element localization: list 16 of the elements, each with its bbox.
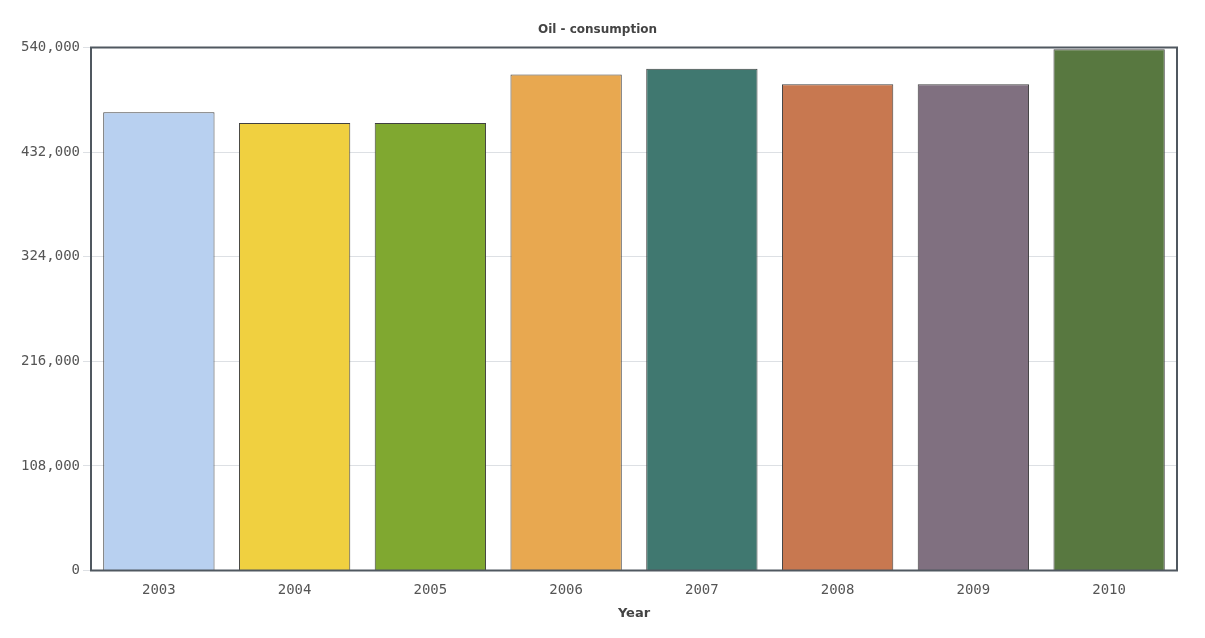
x-axis-title: Year <box>616 604 651 620</box>
x-tick-label: 2007 <box>685 580 719 597</box>
x-tick-label: 2004 <box>277 580 312 597</box>
chart-title: Oil - consumption <box>537 22 658 37</box>
y-tick-label: 432,000 <box>20 142 80 159</box>
x-tick-label: 2003 <box>142 580 176 597</box>
y-tick-label: 216,000 <box>20 351 80 368</box>
y-tick-label: 0 <box>71 561 80 578</box>
x-tick-label: 2009 <box>956 580 991 597</box>
x-tick-label: 2005 <box>413 580 448 597</box>
x-tick-label: 2006 <box>549 580 583 597</box>
y-tick-label: 324,000 <box>20 247 80 264</box>
y-tick-label: 540,000 <box>20 38 80 55</box>
x-tick-label: 2010 <box>1092 580 1126 597</box>
y-tick-label: 108,000 <box>20 456 80 473</box>
x-tick-label: 2008 <box>820 580 855 597</box>
